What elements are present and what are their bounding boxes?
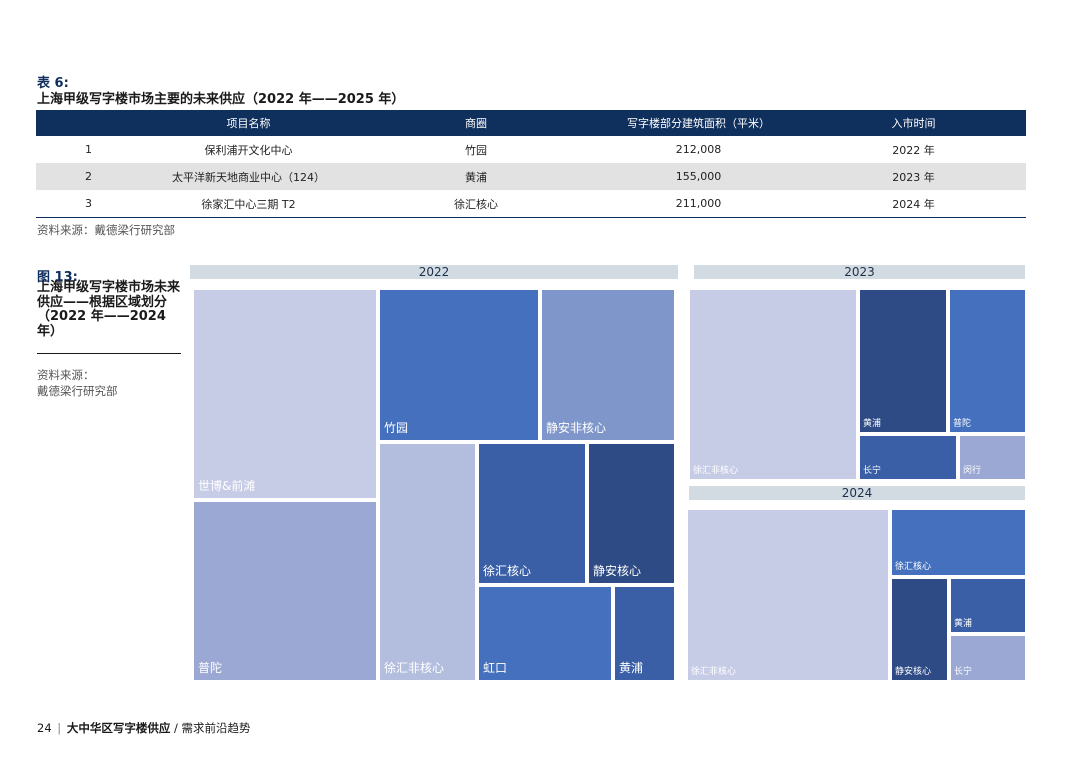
page-number: 24	[37, 721, 52, 735]
cell-index: 1	[85, 143, 92, 156]
header-office-area: 写字楼部分建筑面积（平米）	[596, 110, 801, 136]
cell-project-name: 保利浦开文化中心	[204, 143, 293, 157]
cell-district: 徐汇核心	[454, 197, 498, 211]
tile-jingan-core: 静安核心	[587, 442, 676, 585]
tile-huangpu: 黄浦	[858, 288, 948, 434]
cell-launch-time: 2023 年	[801, 163, 1026, 190]
tile-xuhui-noncore: 徐汇非核心	[688, 288, 858, 481]
tile-hongkou: 虹口	[477, 585, 613, 682]
tile-jingan-core: 静安核心	[890, 577, 949, 682]
footer-separator: |	[57, 721, 62, 735]
figure-label: 图 13:	[37, 270, 78, 285]
year-bar-2022: 2022	[190, 265, 678, 279]
cell-project-name: 徐家汇中心三期 T2	[201, 197, 296, 211]
tile-xuhui-noncore: 徐汇非核心	[686, 508, 890, 682]
header-district: 商圈	[356, 110, 596, 136]
cell-district: 竹园	[465, 143, 487, 157]
supply-table-wrap: 项目名称 商圈 写字楼部分建筑面积（平米） 入市时间 1 保利浦开文化中心 竹园…	[36, 110, 1026, 218]
table-row: 1 保利浦开文化中心 竹园 212,008 2022 年	[36, 136, 1026, 163]
tile-putuo: 普陀	[192, 500, 378, 682]
year-bar-2023: 2023	[694, 265, 1025, 279]
year-bar-2024: 2024	[689, 486, 1025, 500]
table-row: 2 太平洋新天地商业中心（124） 黄浦 155,000 2023 年	[36, 163, 1026, 190]
tile-minhang: 闵行	[958, 434, 1027, 481]
header-launch-time: 入市时间	[801, 110, 1026, 136]
tile-xuhui-core: 徐汇核心	[477, 442, 587, 585]
figure-source-name: 戴德梁行研究部	[37, 384, 118, 398]
cell-index: 3	[85, 197, 92, 210]
treemap-2023: 徐汇非核心 黄浦 普陀 长宁 闵行	[688, 288, 1027, 481]
footer-subtitle: / 需求前沿趋势	[173, 721, 251, 735]
cell-index: 2	[36, 163, 141, 190]
tile-changning: 长宁	[949, 634, 1027, 682]
treemap-2024: 徐汇非核心 徐汇核心 静安核心 黄浦 长宁	[686, 508, 1027, 682]
cell-office-area: 212,008	[675, 143, 722, 156]
table-header-row: 项目名称 商圈 写字楼部分建筑面积（平米） 入市时间	[36, 110, 1026, 136]
tile-jingan-noncore: 静安非核心	[540, 288, 676, 442]
tile-xuhui-noncore: 徐汇非核心	[378, 442, 477, 682]
cell-launch-time: 2022 年	[892, 143, 935, 157]
tile-huangpu: 黄浦	[949, 577, 1027, 634]
figure-source-label: 资料来源：	[37, 368, 95, 382]
cell-office-area: 211,000	[675, 197, 722, 210]
cell-district: 黄浦	[356, 163, 596, 190]
supply-table: 项目名称 商圈 写字楼部分建筑面积（平米） 入市时间 1 保利浦开文化中心 竹园…	[36, 110, 1026, 217]
table-title: 上海甲级写字楼市场主要的未来供应（2022 年——2025 年）	[37, 92, 405, 107]
cell-project-name: 太平洋新天地商业中心（124）	[141, 163, 356, 190]
figure-divider	[37, 353, 181, 354]
tile-huangpu: 黄浦	[613, 585, 676, 682]
treemap-2022: 世博&前滩 普陀 竹园 静安非核心 徐汇非核心 徐汇核心 静安核心 虹口 黄浦	[192, 288, 676, 682]
figure-title: 上海甲级写字楼市场未来供应——根据区域划分（2022 年——2024 年）	[37, 280, 181, 339]
cell-launch-time: 2024 年	[892, 197, 935, 211]
header-project-name: 项目名称	[141, 110, 356, 136]
tile-xuhui-core: 徐汇核心	[890, 508, 1027, 577]
table-row: 3 徐家汇中心三期 T2 徐汇核心 211,000 2024 年	[36, 190, 1026, 217]
footer: 24 | 大中华区写字楼供应 / 需求前沿趋势	[37, 720, 251, 736]
tile-changning: 长宁	[858, 434, 958, 481]
table-label: 表 6:	[37, 76, 69, 91]
tile-putuo: 普陀	[948, 288, 1027, 434]
tile-shibo-qiantan: 世博&前滩	[192, 288, 378, 500]
cell-office-area: 155,000	[596, 163, 801, 190]
header-index	[36, 110, 141, 136]
tile-zhuyuan: 竹园	[378, 288, 540, 442]
table-source: 资料来源：戴德梁行研究部	[37, 223, 175, 237]
figure-source: 资料来源： 戴德梁行研究部	[37, 367, 118, 399]
footer-brand: 大中华区写字楼供应	[66, 721, 171, 735]
